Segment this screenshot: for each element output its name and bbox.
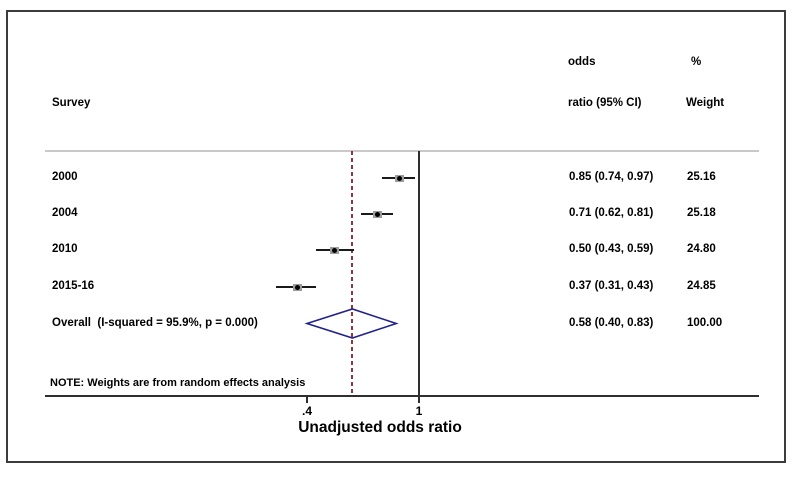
study-row-label: 2010 [52,243,78,255]
study-weight-value: 24.85 [687,280,716,292]
x-axis-tick-mark [418,397,420,403]
study-weight-value: 24.80 [687,243,716,255]
x-axis-title: Unadjusted odds ratio [298,419,462,436]
weight-column-header-line2: Weight [686,97,725,109]
study-point-estimate [396,175,402,181]
x-axis-line [45,395,759,397]
overall-or-ci-value: 0.58 (0.40, 0.83) [569,317,654,329]
study-row-label: 2015-16 [52,280,95,292]
null-effect-line [418,151,420,396]
x-axis-tick-mark [306,397,308,403]
weight-column-header-line1: % [691,56,702,68]
study-or-ci-value: 0.50 (0.43, 0.59) [569,243,654,255]
x-axis-tick-label: 1 [415,404,423,418]
study-row-label: 2000 [52,171,78,183]
header-separator-line [45,150,759,152]
random-effects-note: NOTE: Weights are from random effects an… [50,377,306,389]
study-or-ci-value: 0.37 (0.31, 0.43) [569,280,654,292]
odds-ratio-header-line2: ratio (95% CI) [568,97,642,109]
study-or-ci-value: 0.71 (0.62, 0.81) [569,207,654,219]
x-axis-tick-label: .4 [301,404,312,418]
overall-row-label: Overall (I-squared = 95.9%, p = 0.000) [52,317,258,329]
pooled-estimate-dashed-line [351,151,354,396]
figure-border [6,10,786,463]
overall-weight-value: 100.00 [687,317,723,329]
study-weight-value: 25.18 [687,207,716,219]
study-weight-value: 25.16 [687,171,716,183]
study-point-estimate [294,284,300,290]
study-point-estimate [374,211,380,217]
survey-column-header: Survey [52,97,91,109]
study-point-estimate [331,247,337,253]
study-or-ci-value: 0.85 (0.74, 0.97) [569,171,654,183]
odds-ratio-header-line1: odds [568,56,596,68]
study-row-label: 2004 [52,207,78,219]
